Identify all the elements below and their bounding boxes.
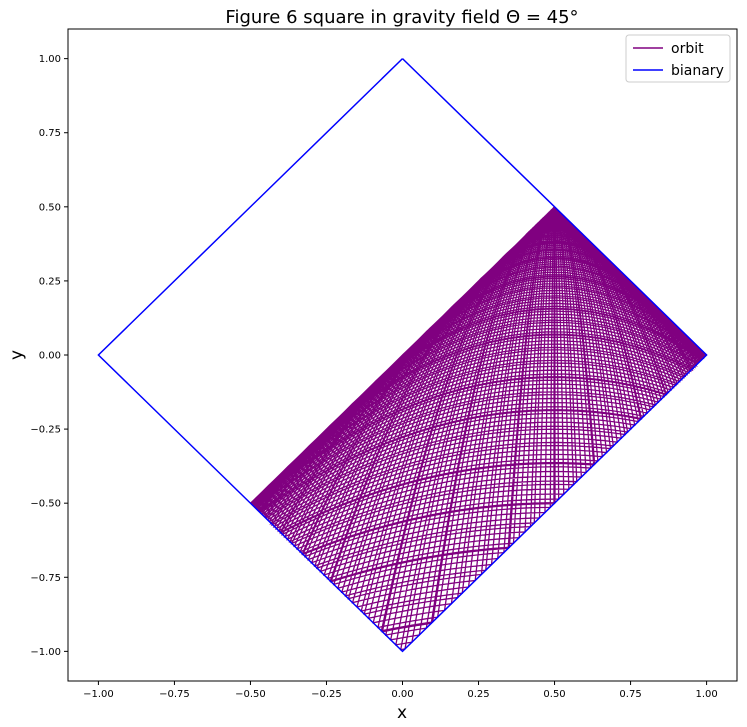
x-tick-label: 0.00: [391, 689, 413, 700]
x-tick-label: 0.75: [619, 689, 641, 700]
y-tick-label: −1.00: [30, 647, 61, 658]
orbit-series: [250, 205, 707, 651]
chart-title: Figure 6 square in gravity field Θ = 45°: [225, 7, 578, 28]
x-tick-label: 0.50: [543, 689, 565, 700]
legend: orbit bianary: [625, 34, 731, 83]
legend-entry-bianary: bianary: [671, 63, 724, 79]
bianary-series: [97, 58, 708, 653]
x-tick-label: −0.75: [159, 689, 190, 700]
y-tick-label: 0.25: [39, 276, 61, 287]
y-axis: −1.00 −0.75 −0.50 −0.25 0.00 0.25 0.50 0.75 1.00: [30, 54, 68, 658]
x-tick-label: 1.00: [695, 689, 717, 700]
bianary-line: [97, 58, 708, 653]
legend-entry-orbit: orbit: [671, 41, 704, 57]
y-tick-label: 0.50: [39, 202, 61, 213]
y-tick-label: −0.25: [30, 425, 61, 436]
x-tick-label: 0.25: [467, 689, 489, 700]
y-tick-label: 1.00: [39, 54, 61, 65]
y-tick-label: 0.00: [39, 351, 61, 362]
x-tick-label: −0.25: [311, 689, 342, 700]
x-axis-label: x: [397, 703, 407, 723]
x-tick-label: −0.50: [235, 689, 266, 700]
orbit-line: [250, 205, 707, 651]
y-tick-label: 0.75: [39, 128, 61, 139]
y-tick-label: −0.50: [30, 499, 61, 510]
x-axis: −1.00 −0.75 −0.50 −0.25 0.00 0.25 0.50 0.75 1.00: [83, 681, 718, 700]
y-tick-label: −0.75: [30, 573, 61, 584]
x-tick-label: −1.00: [83, 689, 114, 700]
y-axis-label: y: [7, 350, 27, 360]
